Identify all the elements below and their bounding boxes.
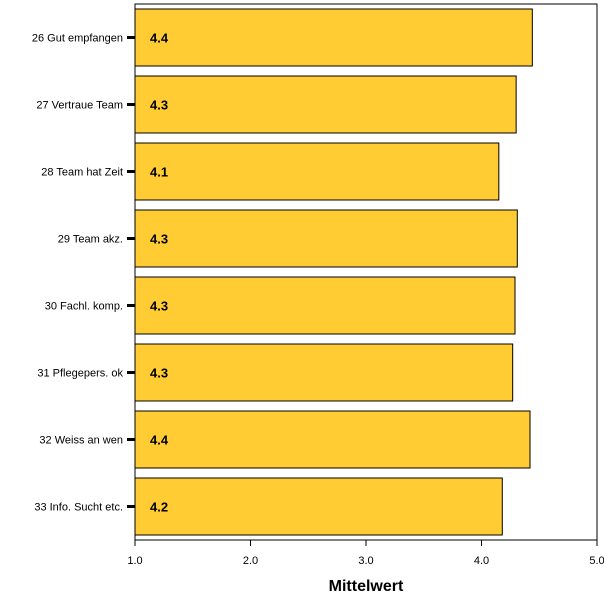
x-tick-label: 4.0 bbox=[474, 555, 489, 567]
category-label: 32 Weiss an wen bbox=[39, 435, 123, 447]
bar bbox=[134, 142, 500, 201]
bar bbox=[134, 276, 516, 335]
x-tick-label: 1.0 bbox=[127, 555, 142, 567]
data-label: 4.1 bbox=[150, 165, 168, 180]
category-label: 28 Team hat Zeit bbox=[41, 167, 123, 179]
data-label: 4.3 bbox=[150, 232, 168, 247]
data-label: 4.3 bbox=[150, 98, 168, 113]
y-axis-ticks bbox=[127, 36, 135, 508]
data-labels: 4.4 4.3 4.1 4.3 4.3 4.3 4.4 4.2 bbox=[150, 31, 169, 515]
data-label: 4.2 bbox=[150, 500, 168, 515]
x-tick-label: 3.0 bbox=[358, 555, 373, 567]
x-tick-label: 5.0 bbox=[589, 555, 604, 567]
category-label: 29 Team akz. bbox=[58, 234, 123, 246]
bars-group bbox=[134, 8, 533, 536]
category-labels: 26 Gut empfangen 27 Vertraue Team 28 Team … bbox=[32, 33, 124, 514]
data-label: 4.3 bbox=[150, 299, 168, 314]
category-label: 30 Fachl. komp. bbox=[45, 301, 123, 313]
bar bbox=[134, 8, 533, 67]
x-axis-title: Mittelwert bbox=[329, 578, 404, 595]
category-label: 31 Pflegepers. ok bbox=[37, 368, 123, 380]
category-label: 26 Gut empfangen bbox=[32, 33, 123, 45]
data-label: 4.4 bbox=[150, 433, 169, 448]
x-tick-label: 2.0 bbox=[243, 555, 258, 567]
bar bbox=[134, 477, 503, 536]
bar bbox=[134, 343, 514, 402]
data-label: 4.4 bbox=[150, 31, 169, 46]
plot-frame bbox=[134, 3, 598, 541]
bar bbox=[134, 209, 518, 268]
data-label: 4.3 bbox=[150, 366, 168, 381]
x-axis-ticks: 1.0 2.0 3.0 4.0 5.0 bbox=[127, 540, 604, 567]
category-label: 33 Info. Sucht etc. bbox=[34, 502, 123, 514]
category-label: 27 Vertraue Team bbox=[36, 100, 123, 112]
bar bbox=[134, 75, 517, 134]
bar bbox=[134, 410, 531, 469]
